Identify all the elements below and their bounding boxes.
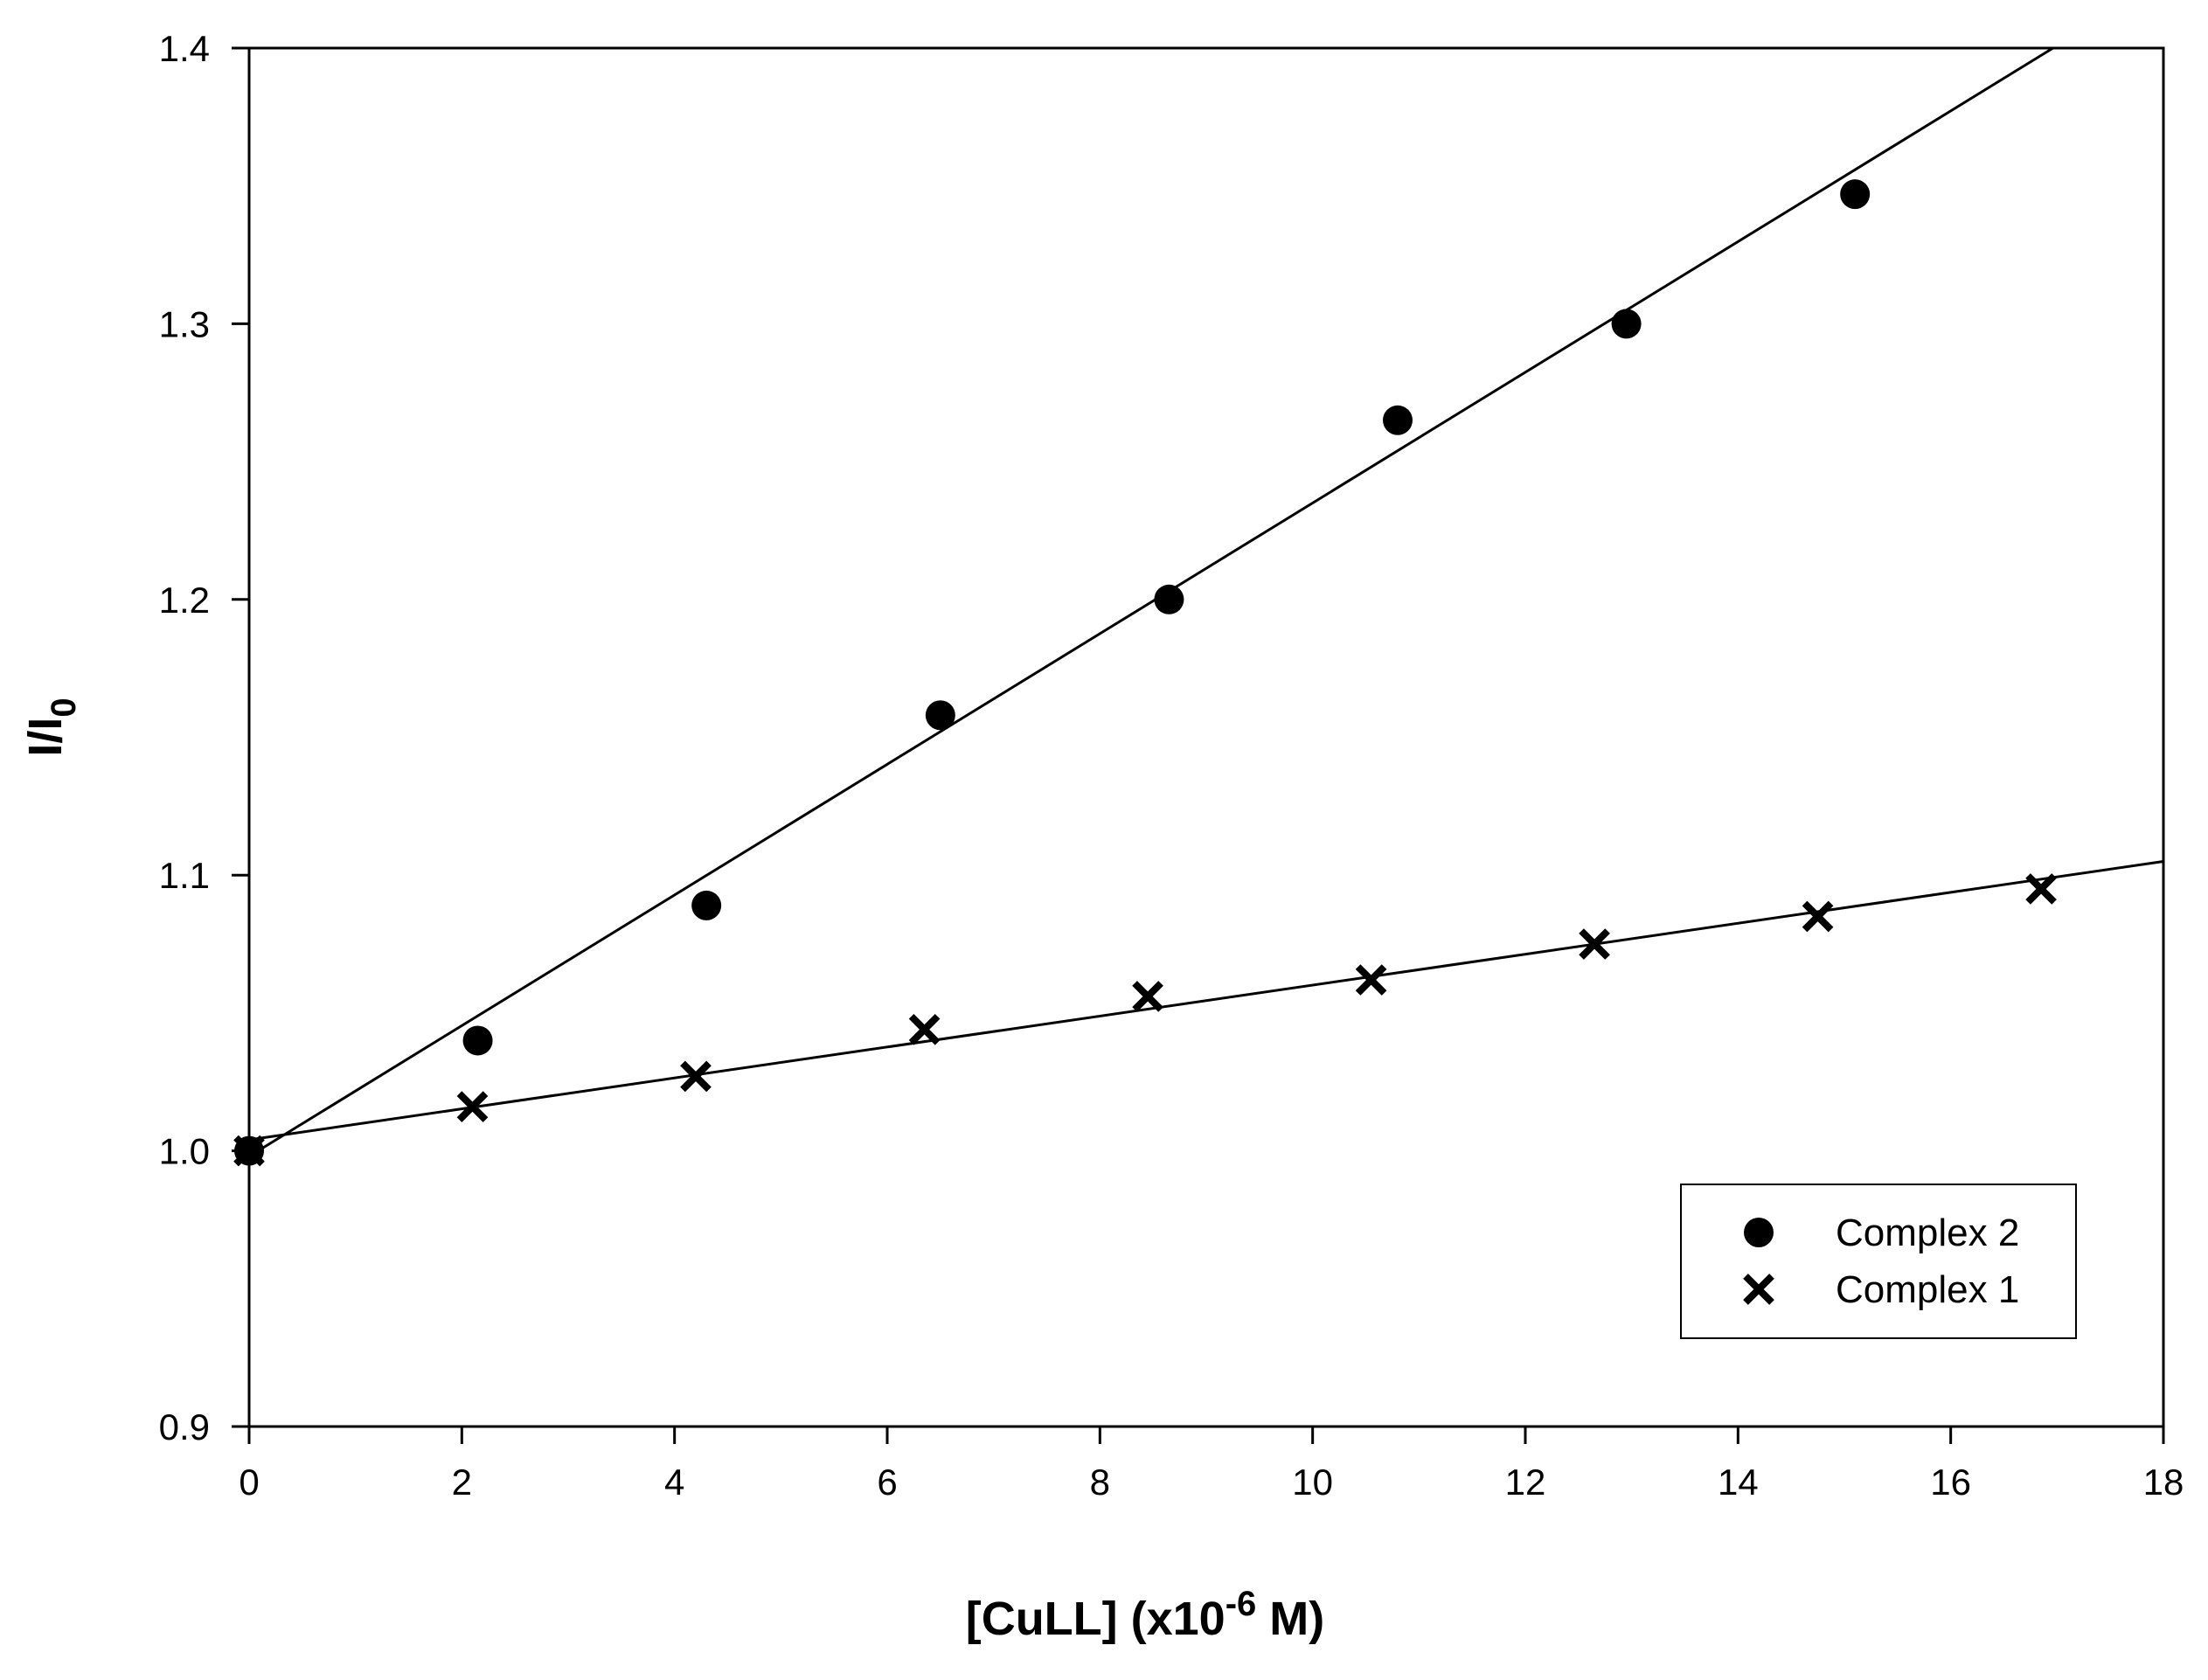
x-tick-label: 0	[239, 1461, 259, 1503]
x-tick-label: 14	[1718, 1461, 1759, 1503]
point-complex-1	[680, 1060, 712, 1093]
legend-marker-complex-2	[1744, 1218, 1774, 1247]
point-complex-2	[1154, 584, 1184, 614]
plot-area	[247, 46, 2165, 1428]
point-complex-1	[1132, 981, 1163, 1012]
point-complex-2	[925, 700, 955, 731]
legend-box	[1680, 1184, 2077, 1339]
point-complex-2	[462, 1025, 493, 1056]
point-complex-1	[1355, 964, 1387, 996]
x-tick-label: 18	[2143, 1461, 2184, 1503]
point-complex-2	[1840, 179, 1871, 210]
point-complex-1	[456, 1091, 489, 1122]
x-tick-label: 16	[1930, 1461, 1971, 1503]
legend-label-complex-1: Complex 1	[1836, 1268, 2019, 1311]
y-tick-label: 1.1	[159, 855, 210, 896]
legend: Complex 2 Complex 1	[1680, 1184, 2077, 1339]
y-tick-label: 1.2	[159, 580, 210, 621]
data-points	[233, 179, 2057, 1167]
axis-ticks: 0 2 4 6 8 10 12 14 16 18 0.9 1.0 1.1 1.2 1.3 1.4	[159, 28, 2184, 1503]
fit-line-complex-1	[248, 860, 2164, 1142]
fit-lines	[248, 46, 2164, 1158]
y-tick-label: 1.0	[159, 1131, 210, 1172]
y-axis-title: I/I0	[19, 698, 83, 756]
y-tick-label: 1.3	[159, 303, 210, 344]
point-complex-1	[2025, 873, 2057, 905]
point-complex-2	[691, 890, 722, 920]
point-complex-2	[1611, 309, 1642, 339]
point-complex-1	[1802, 900, 1834, 933]
x-tick-label: 10	[1292, 1461, 1333, 1503]
x-axis-title: [CuLL] (x10-6 M)	[966, 1585, 1325, 1645]
legend-marker-complex-1	[1743, 1274, 1774, 1305]
x-tick-label: 12	[1505, 1461, 1546, 1503]
fit-line-complex-2	[248, 46, 2054, 1158]
x-tick-label: 8	[1090, 1461, 1110, 1503]
legend-label-complex-2: Complex 2	[1836, 1211, 2019, 1254]
point-complex-2	[1383, 405, 1413, 435]
y-tick-label: 0.9	[159, 1406, 210, 1447]
point-complex-1	[908, 1013, 941, 1045]
x-tick-label: 4	[664, 1461, 684, 1503]
y-tick-label: 1.4	[159, 28, 210, 69]
x-tick-label: 2	[452, 1461, 472, 1503]
point-complex-1	[1579, 928, 1610, 960]
plot-border	[247, 46, 2165, 1428]
x-tick-label: 6	[877, 1461, 897, 1503]
